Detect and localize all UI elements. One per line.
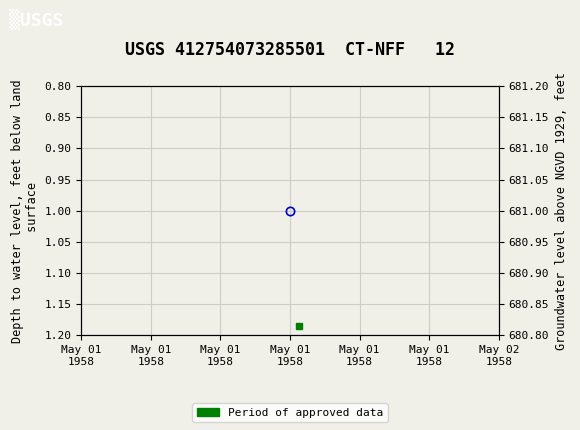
Y-axis label: Depth to water level, feet below land
 surface: Depth to water level, feet below land su… <box>11 79 39 343</box>
Y-axis label: Groundwater level above NGVD 1929, feet: Groundwater level above NGVD 1929, feet <box>554 72 568 350</box>
Text: ▒USGS: ▒USGS <box>9 9 63 30</box>
Text: USGS 412754073285501  CT-NFF   12: USGS 412754073285501 CT-NFF 12 <box>125 41 455 59</box>
Legend: Period of approved data: Period of approved data <box>193 403 387 422</box>
